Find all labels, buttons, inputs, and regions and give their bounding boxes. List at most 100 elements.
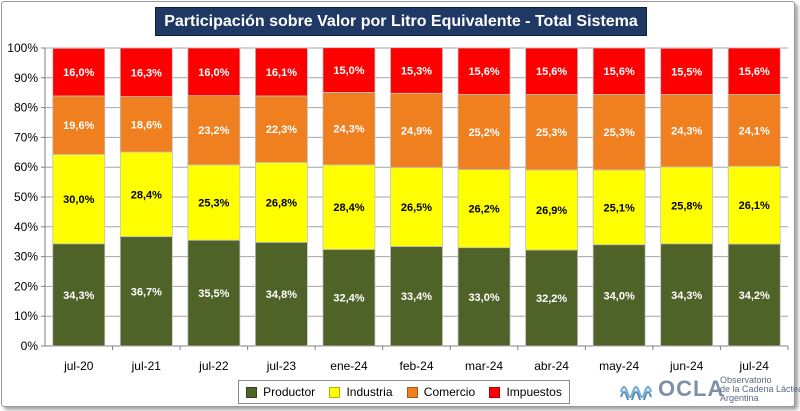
data-label-impuestos-jul-24: 15,6% [739, 66, 770, 78]
y-tick-label: 30% [14, 250, 38, 264]
y-tick-label: 80% [14, 101, 38, 115]
data-label-industria-jun-24: 25,8% [671, 200, 702, 212]
data-label-industria-jul-22: 25,3% [198, 198, 229, 210]
ocla-logo-name: OCLA [658, 376, 725, 401]
ocla-logo-line3: Argentina [720, 393, 759, 403]
data-label-comercio-jul-20: 19,6% [63, 120, 94, 132]
data-label-comercio-jul-22: 23,2% [198, 125, 229, 137]
data-label-industria-mar-24: 26,2% [468, 204, 499, 216]
data-label-industria-jul-23: 26,8% [266, 197, 297, 209]
data-label-impuestos-may-24: 15,6% [604, 66, 635, 78]
bar-comercio-jul-24 [727, 94, 781, 167]
legend-swatch-impuestos [489, 386, 501, 398]
y-tick-label: 50% [14, 190, 38, 204]
y-tick-label: 70% [14, 130, 38, 144]
y-tick-label: 90% [14, 71, 38, 85]
bar-productor-jul-22 [187, 239, 241, 347]
chart-title-box: Participación sobre Valor por Litro Equi… [155, 7, 647, 36]
bar-comercio-may-24 [592, 94, 646, 171]
bar-comercio-jun-24 [660, 94, 714, 168]
data-label-impuestos-mar-24: 15,6% [468, 66, 499, 78]
data-label-productor-jul-24: 34,2% [739, 290, 770, 302]
legend-item-industria: Industria [329, 385, 393, 399]
bar-impuestos-jul-23 [255, 47, 308, 97]
bar-impuestos-jul-24 [727, 47, 781, 95]
data-label-comercio-jun-24: 24,3% [671, 126, 702, 138]
bar-impuestos-jun-24 [660, 47, 714, 95]
data-label-comercio-jul-24: 24,1% [739, 125, 770, 137]
x-tick-label: jul-22 [198, 359, 229, 373]
x-tick-label: jul-20 [63, 359, 94, 373]
data-label-industria-ene-24: 28,4% [333, 202, 364, 214]
data-label-productor-abr-24: 32,2% [536, 293, 567, 305]
bar-impuestos-may-24 [592, 47, 646, 95]
bar-impuestos-jul-22 [187, 47, 241, 97]
data-label-comercio-ene-24: 24,3% [333, 124, 364, 136]
data-label-impuestos-abr-24: 15,6% [536, 66, 567, 78]
data-label-impuestos-jul-21: 16,3% [131, 67, 162, 79]
data-label-productor-jun-24: 34,3% [671, 290, 702, 302]
data-label-impuestos-ene-24: 15,0% [333, 65, 364, 77]
bar-productor-jun-24 [660, 243, 714, 347]
legend-label-productor: Productor [263, 385, 316, 399]
data-label-productor-may-24: 34,0% [604, 290, 635, 302]
data-label-industria-may-24: 25,1% [604, 202, 635, 214]
legend-swatch-industria [329, 386, 341, 398]
y-tick-label: 10% [14, 309, 38, 323]
legend-label-impuestos: Impuestos [506, 385, 562, 399]
data-label-industria-feb-24: 26,5% [401, 202, 432, 214]
bar-industria-jul-21 [119, 151, 173, 238]
bar-industria-jul-20 [52, 153, 106, 245]
x-tick-label: ene-24 [330, 359, 368, 373]
bar-productor-abr-24 [525, 249, 578, 347]
bar-impuestos-jul-21 [119, 47, 173, 97]
data-label-impuestos-jul-23: 16,1% [266, 67, 297, 79]
ocla-logo: OCLA Observatorio de la Cadena Láctea Ar… [620, 372, 800, 406]
legend-swatch-productor [246, 386, 258, 398]
ocla-logo-line1: Observatorio [720, 375, 772, 385]
chart-legend: Productor Industria Comercio Impuestos [238, 380, 570, 404]
x-tick-label: jul-21 [131, 359, 162, 373]
data-label-comercio-jul-23: 22,3% [266, 124, 297, 136]
bar-industria-jul-22 [187, 164, 241, 241]
bar-industria-mar-24 [457, 169, 511, 249]
bar-productor-mar-24 [457, 247, 511, 347]
bar-impuestos-mar-24 [457, 47, 511, 95]
bar-impuestos-feb-24 [390, 47, 443, 94]
data-label-industria-jul-21: 28,4% [131, 189, 162, 201]
bar-productor-jul-21 [119, 236, 173, 347]
bar-comercio-jul-21 [119, 96, 173, 153]
legend-swatch-comercio [406, 386, 418, 398]
data-label-productor-ene-24: 32,4% [333, 293, 364, 305]
bar-industria-ene-24 [322, 164, 376, 250]
data-label-productor-jul-22: 35,5% [198, 288, 229, 300]
data-label-impuestos-jul-20: 16,0% [63, 67, 94, 79]
x-tick-label: abr-24 [534, 359, 569, 373]
data-label-productor-feb-24: 33,4% [401, 291, 432, 303]
data-label-productor-mar-24: 33,0% [468, 292, 499, 304]
data-label-impuestos-jul-22: 16,0% [198, 67, 229, 79]
data-label-comercio-jul-21: 18,6% [131, 119, 162, 131]
data-label-comercio-feb-24: 24,9% [401, 125, 432, 137]
chart-title: Participación sobre Valor por Litro Equi… [164, 12, 638, 30]
data-label-industria-jul-20: 30,0% [63, 194, 94, 206]
bar-productor-feb-24 [390, 246, 443, 347]
y-tick-label: 0% [21, 339, 39, 353]
bar-industria-jun-24 [660, 166, 714, 245]
bar-productor-jul-23 [255, 241, 308, 347]
bar-comercio-ene-24 [322, 92, 376, 166]
data-label-impuestos-feb-24: 15,3% [401, 65, 432, 77]
y-tick-label: 100% [7, 41, 38, 55]
ocla-logo-line2: de la Cadena Láctea [720, 384, 800, 394]
x-tick-label: jun-24 [669, 359, 704, 373]
bar-productor-ene-24 [322, 249, 376, 347]
x-tick-label: jul-24 [739, 359, 770, 373]
bar-industria-feb-24 [390, 167, 443, 247]
bar-industria-jul-23 [255, 162, 308, 243]
bar-productor-may-24 [592, 244, 646, 347]
bar-comercio-jul-23 [255, 95, 308, 163]
x-tick-label: mar-24 [465, 359, 503, 373]
legend-item-impuestos: Impuestos [489, 385, 562, 399]
y-tick-label: 60% [14, 160, 38, 174]
